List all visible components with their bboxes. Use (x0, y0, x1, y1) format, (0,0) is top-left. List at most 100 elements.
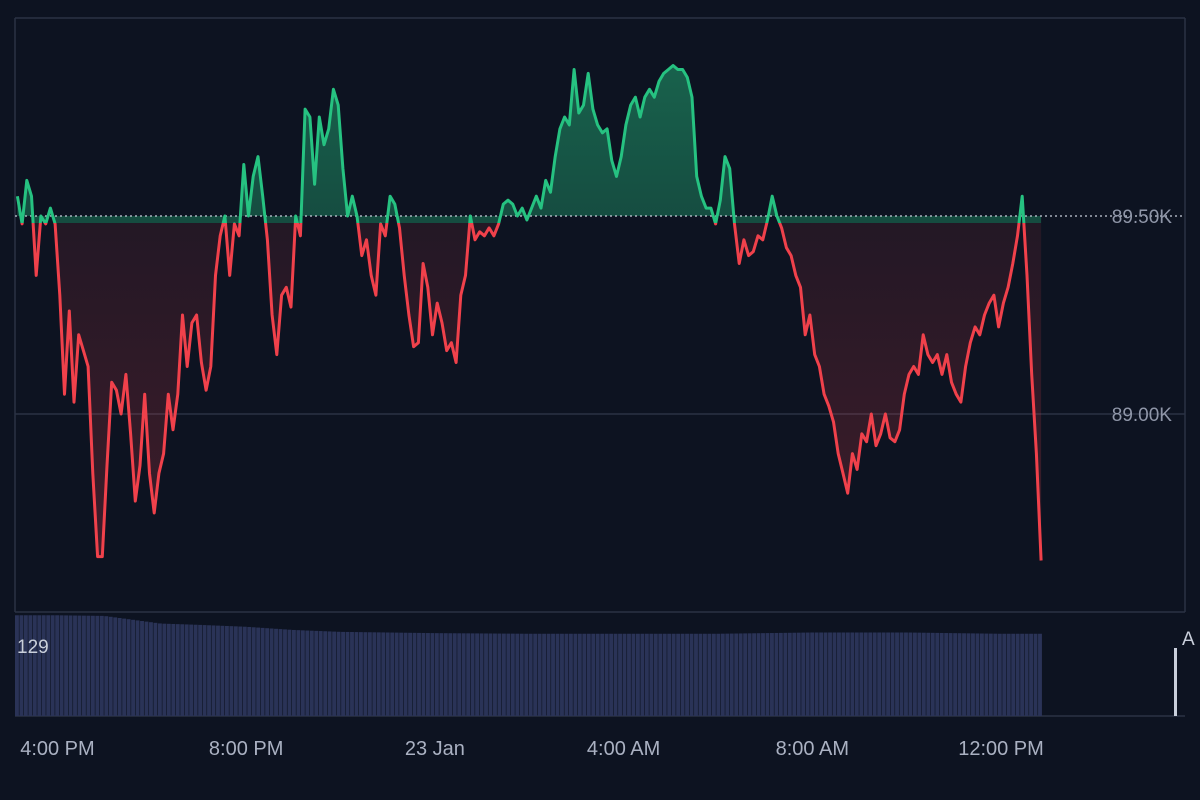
volume-bar (443, 633, 448, 716)
volume-bar (895, 632, 899, 716)
volume-bar (984, 633, 989, 716)
volume-bar (86, 615, 91, 716)
volume-bar (685, 633, 689, 716)
volume-bar (104, 616, 109, 716)
volume-bar (399, 632, 404, 716)
volume-bar (828, 632, 832, 716)
volume-bar (77, 615, 82, 716)
volume-bar (350, 632, 354, 716)
volume-bar (774, 632, 779, 716)
volume-bar (997, 633, 1002, 716)
price-line-below (20, 223, 1043, 561)
x-axis-labels: 4:00 PM 8:00 PM 23 Jan 4:00 AM 8:00 AM 12:00 … (20, 738, 1044, 760)
volume-bar (238, 626, 243, 716)
volume-bar (904, 632, 908, 716)
volume-bar (278, 629, 283, 716)
volume-bar (1006, 633, 1011, 716)
volume-bar (622, 633, 627, 716)
volume-bar (269, 628, 274, 716)
volume-bar (761, 633, 765, 716)
volume-bar (23, 615, 28, 716)
volume-bar (510, 633, 515, 716)
volume-bar (82, 615, 86, 716)
volume-bar (497, 633, 502, 716)
volume-bar (560, 633, 564, 716)
volume-bar (886, 632, 891, 716)
volume-bar (872, 632, 877, 716)
volume-bar (854, 632, 859, 716)
volume-bar (55, 615, 60, 716)
volume-bar (251, 627, 256, 716)
y-tick-label: 89.50K (1112, 207, 1173, 228)
volume-bar (19, 615, 24, 716)
volume-bar (859, 632, 864, 716)
volume-bar (341, 631, 345, 716)
volume-bar (421, 632, 426, 716)
volume-bar (694, 633, 698, 716)
price-line-above (15, 64, 1026, 223)
volume-bar (841, 632, 846, 716)
volume-bar (153, 622, 158, 716)
volume-bar (475, 633, 480, 716)
volume-bar (180, 624, 185, 716)
volume-bar (542, 633, 547, 716)
volume-bar (662, 633, 667, 716)
volume-bar (917, 632, 922, 716)
volume-bar (41, 615, 46, 716)
volume-bar (591, 633, 596, 716)
volume-bar (140, 621, 144, 716)
volume-bar (1029, 633, 1033, 716)
volume-bar (832, 632, 837, 716)
volume-bar (702, 633, 707, 716)
volume-bar (720, 633, 725, 716)
volume-bar (220, 625, 225, 716)
volume-bar (783, 632, 788, 716)
volume-bar (667, 633, 672, 716)
volume-bar (1011, 633, 1016, 716)
volume-bar (966, 633, 971, 716)
y-tick-label: 89.00K (1112, 405, 1173, 426)
volume-bar (394, 632, 399, 716)
volume-bar (573, 633, 578, 716)
volume-bar (537, 633, 542, 716)
volume-bar (247, 626, 252, 716)
volume-bar (202, 625, 207, 716)
volume-bar (658, 633, 663, 716)
volume-bar (144, 621, 149, 716)
volume-bar (390, 632, 395, 716)
volume-bar (149, 622, 153, 716)
volume-bar (555, 633, 560, 716)
x-tick-label: 23 Jan (405, 738, 465, 760)
volume-bar (15, 615, 19, 716)
volume-bar (345, 631, 350, 716)
volume-bar (224, 625, 229, 716)
volume-bar (979, 633, 984, 716)
volume-bar (770, 633, 774, 716)
volume-bar (461, 633, 466, 716)
volume-bar (157, 623, 162, 716)
volume-bar (216, 625, 220, 716)
volume-bar (122, 618, 127, 716)
volume-bar (747, 633, 752, 716)
volume-bar (613, 633, 618, 716)
volume-bar (796, 632, 801, 716)
volume-bar (175, 624, 180, 716)
volume-bar (845, 632, 850, 716)
volume-bar (618, 633, 622, 716)
volume-bar (162, 623, 167, 716)
volume-bar (265, 628, 270, 716)
volume-bar (586, 633, 591, 716)
volume-bar (287, 629, 292, 716)
volume-bar (640, 633, 645, 716)
x-tick-label: 4:00 PM (20, 738, 94, 760)
volume-bar (801, 632, 806, 716)
volume-bar (524, 633, 529, 716)
volume-bar (707, 633, 712, 716)
volume-bar (291, 629, 296, 716)
volume-bar (881, 632, 886, 716)
volume-bar (318, 631, 323, 716)
volume-bar (408, 632, 413, 716)
volume-bar (367, 632, 372, 716)
volume-bar (166, 623, 171, 716)
